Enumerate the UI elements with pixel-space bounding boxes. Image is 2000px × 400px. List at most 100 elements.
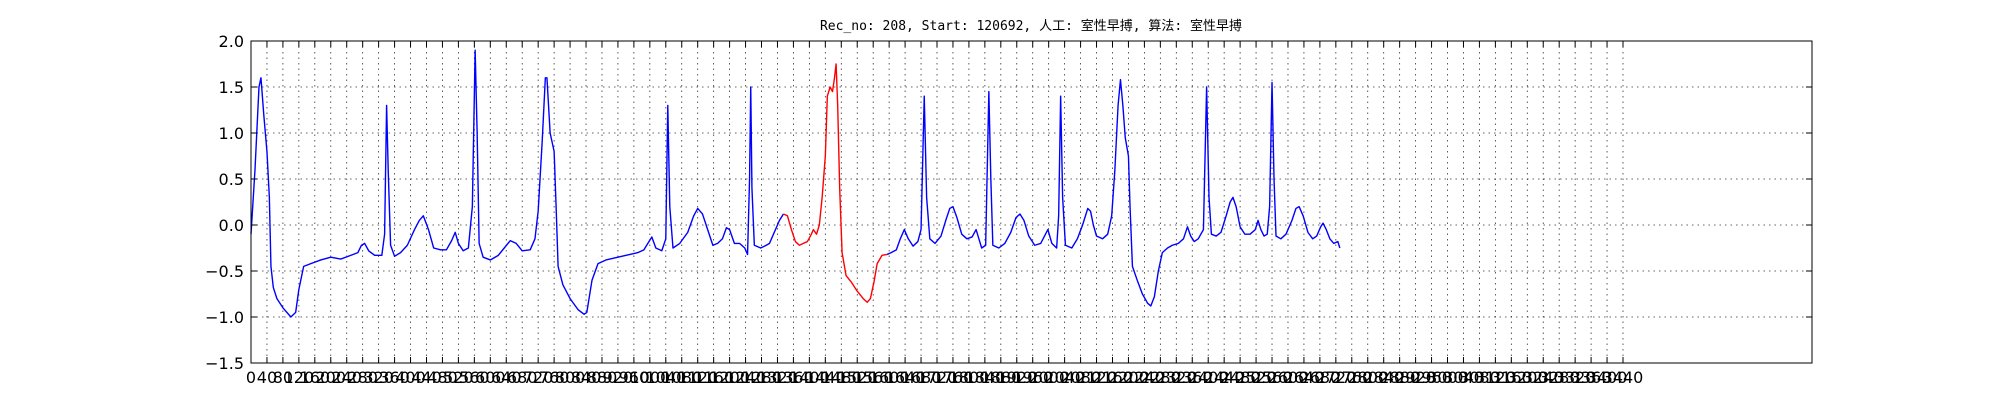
x-tick-label: 1560 bbox=[853, 368, 894, 387]
x-tick-label: 3320 bbox=[1555, 368, 1596, 387]
x-tick-label: 1440 bbox=[805, 368, 846, 387]
y-tick-label: 0.0 bbox=[219, 216, 244, 235]
x-tick-label: 1040 bbox=[645, 368, 686, 387]
chart-title: Rec_no: 208, Start: 120692, 人工: 室性早搏, 算法… bbox=[820, 18, 1242, 34]
x-tick-label: 2800 bbox=[1347, 368, 1388, 387]
x-tick-label: 1160 bbox=[693, 368, 734, 387]
x-tick-label: 1720 bbox=[917, 368, 958, 387]
grid-layer bbox=[251, 41, 1812, 363]
x-tick-label: 3280 bbox=[1539, 368, 1580, 387]
x-tick-label: 2080 bbox=[1060, 368, 1101, 387]
x-tick-label: 3000 bbox=[1427, 368, 1468, 387]
x-tick-label: 280 bbox=[347, 368, 378, 387]
x-tick-label: 3160 bbox=[1491, 368, 1532, 387]
y-tick-label: 2.0 bbox=[219, 32, 244, 51]
x-tick-label: 880 bbox=[587, 368, 618, 387]
x-tick-label: 1880 bbox=[980, 368, 1021, 387]
x-tick-label: 2560 bbox=[1252, 368, 1293, 387]
x-tick-label: 480 bbox=[427, 368, 458, 387]
x-tick-label: 1280 bbox=[741, 368, 782, 387]
x-tick-label: 560 bbox=[459, 368, 490, 387]
x-tick-label: 440 bbox=[411, 368, 442, 387]
x-tick-label: 1520 bbox=[837, 368, 878, 387]
x-tick-label: 2600 bbox=[1268, 368, 1309, 387]
x-tick-label: 1000 bbox=[629, 368, 670, 387]
x-tick-label: 3120 bbox=[1475, 368, 1516, 387]
x-tick-label: 360 bbox=[379, 368, 410, 387]
x-tick-label: 1840 bbox=[965, 368, 1006, 387]
x-tick-label: 240 bbox=[331, 368, 362, 387]
y-tick-label: −0.5 bbox=[205, 262, 244, 281]
x-tick-label: 3080 bbox=[1459, 368, 1500, 387]
x-tick-label: 840 bbox=[571, 368, 602, 387]
x-tick-label: 3240 bbox=[1523, 368, 1564, 387]
x-tick-label: 680 bbox=[507, 368, 538, 387]
y-tick-label: 1.5 bbox=[219, 78, 244, 97]
x-tick-label: 1960 bbox=[1012, 368, 1053, 387]
x-tick-label: 320 bbox=[363, 368, 394, 387]
x-tick-label: 3040 bbox=[1443, 368, 1484, 387]
x-tick-label: 1360 bbox=[773, 368, 814, 387]
x-tick-label: 2040 bbox=[1044, 368, 1085, 387]
x-tick-label: 1800 bbox=[949, 368, 990, 387]
x-tick-label: 2440 bbox=[1204, 368, 1245, 387]
x-tick-label: 2680 bbox=[1300, 368, 1341, 387]
x-tick-label: 2400 bbox=[1188, 368, 1229, 387]
x-tick-label: 2840 bbox=[1363, 368, 1404, 387]
x-tick-label: 760 bbox=[539, 368, 570, 387]
x-tick-label: 640 bbox=[491, 368, 522, 387]
x-tick-label: 1120 bbox=[677, 368, 718, 387]
x-tick-label: 120 bbox=[284, 368, 315, 387]
x-tick-label: 3400 bbox=[1587, 368, 1628, 387]
x-tick-label: 2280 bbox=[1140, 368, 1181, 387]
x-tick-label: 2200 bbox=[1108, 368, 1149, 387]
x-tick-label: 2640 bbox=[1284, 368, 1325, 387]
x-tick-label: 2480 bbox=[1220, 368, 1261, 387]
x-tick-label: 2120 bbox=[1076, 368, 1117, 387]
x-tick-label: 1400 bbox=[789, 368, 830, 387]
plot-frame bbox=[250, 40, 1813, 364]
x-tick-label: 2240 bbox=[1124, 368, 1165, 387]
x-tick-label: 2760 bbox=[1331, 368, 1372, 387]
x-tick-label: 1760 bbox=[933, 368, 974, 387]
y-tick-label: −1.5 bbox=[205, 354, 244, 373]
y-tick-label: −1.0 bbox=[205, 308, 244, 327]
x-tick-label: 2720 bbox=[1315, 368, 1356, 387]
x-tick-label: 1240 bbox=[725, 368, 766, 387]
x-tick-label: 2960 bbox=[1411, 368, 1452, 387]
x-tick-label: 520 bbox=[443, 368, 474, 387]
x-tick-label: 2160 bbox=[1092, 368, 1133, 387]
x-tick-label: 2920 bbox=[1395, 368, 1436, 387]
x-tick-label: 200 bbox=[315, 368, 346, 387]
x-tick-label: 3200 bbox=[1507, 368, 1548, 387]
x-tick-label: 960 bbox=[619, 368, 650, 387]
x-tick-label: 0 bbox=[246, 368, 256, 387]
ecg-series-line-3 bbox=[886, 78, 1341, 307]
series-layer bbox=[250, 49, 1341, 318]
x-tick-label: 1600 bbox=[869, 368, 910, 387]
x-tick-label: 800 bbox=[555, 368, 586, 387]
x-tick-label: 3440 bbox=[1603, 368, 1644, 387]
x-tick-label: 2520 bbox=[1236, 368, 1277, 387]
x-tick-label: 1320 bbox=[757, 368, 798, 387]
y-tick-label: 0.5 bbox=[219, 170, 244, 189]
x-tick-label: 2000 bbox=[1028, 368, 1069, 387]
x-tick-label: 1680 bbox=[901, 368, 942, 387]
ecg-series-line-1 bbox=[250, 49, 785, 318]
x-tick-label: 720 bbox=[523, 368, 554, 387]
x-tick-label: 2880 bbox=[1379, 368, 1420, 387]
tick-layer: 2.01.51.00.50.0−0.5−1.0−1.50 408012016020… bbox=[205, 32, 1812, 387]
x-tick-label: 2360 bbox=[1172, 368, 1213, 387]
x-tick-label: 600 bbox=[475, 368, 506, 387]
ecg-series-line-2 bbox=[783, 63, 888, 303]
x-tick-label: 400 bbox=[395, 368, 426, 387]
x-tick-label: 1080 bbox=[661, 368, 702, 387]
x-tick-label: 1200 bbox=[709, 368, 750, 387]
x-tick-label: 1480 bbox=[821, 368, 862, 387]
x-tick-label: 1920 bbox=[996, 368, 1037, 387]
x-tick-label: 920 bbox=[603, 368, 634, 387]
x-tick-label: 2320 bbox=[1156, 368, 1197, 387]
y-tick-label: 1.0 bbox=[219, 124, 244, 143]
